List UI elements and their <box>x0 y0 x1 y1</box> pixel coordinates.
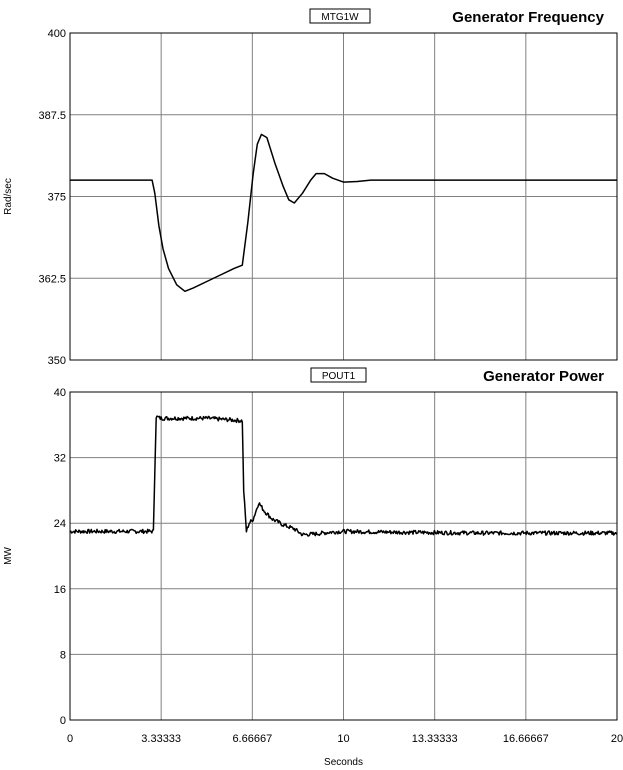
x-tick-label: 6.66667 <box>232 733 272 745</box>
x-tick-label: 3.33333 <box>141 733 181 745</box>
legend-box <box>309 8 371 24</box>
y-axis-label: MW <box>3 547 14 565</box>
chart-title: Generator Frequency <box>452 9 604 26</box>
x-tick-label: 0 <box>67 733 73 745</box>
y-tick-label: 8 <box>60 649 66 661</box>
y-tick-label: 400 <box>48 28 66 40</box>
series-line-pout1 <box>69 415 618 537</box>
y-tick-label: 350 <box>48 355 66 367</box>
y-tick-label: 387.5 <box>38 110 66 122</box>
legend <box>310 367 367 383</box>
plot-frame <box>69 391 618 721</box>
plot-frame <box>69 32 618 361</box>
x-tick-label: 16.66667 <box>503 733 549 745</box>
y-tick-label: 24 <box>54 518 66 530</box>
y-tick-label: 32 <box>54 453 66 465</box>
legend-box <box>310 367 367 383</box>
y-tick-label: 40 <box>54 387 66 399</box>
series-line-mtg1w <box>70 133 617 293</box>
y-tick-label: 16 <box>54 584 66 596</box>
panel-power <box>69 367 618 721</box>
y-tick-label: 375 <box>48 192 66 204</box>
legend-label: POUT1 <box>322 371 356 382</box>
x-axis-label: Seconds <box>324 757 363 768</box>
y-axis-label: Rad/sec <box>3 178 14 215</box>
legend-label: MTG1W <box>321 12 359 23</box>
panel-frequency <box>69 8 618 361</box>
x-tick-label: 13.33333 <box>412 733 458 745</box>
y-tick-label: 0 <box>60 715 66 727</box>
chart-title: Generator Power <box>483 368 604 385</box>
x-tick-label: 10 <box>337 733 349 745</box>
x-tick-label: 20 <box>611 733 623 745</box>
legend <box>309 8 371 24</box>
y-tick-label: 362.5 <box>38 273 66 285</box>
